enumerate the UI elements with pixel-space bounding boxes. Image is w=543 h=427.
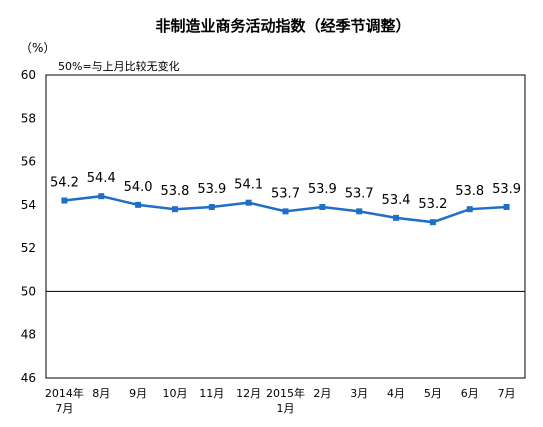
plot-area	[45, 74, 526, 379]
data-point	[429, 219, 436, 226]
data-label: 54.1	[234, 178, 263, 193]
x-tick-label: 12月	[236, 387, 261, 400]
data-point	[98, 193, 105, 200]
data-label: 53.4	[382, 193, 411, 208]
data-point	[61, 197, 68, 204]
y-tick-label: 48	[21, 328, 36, 342]
x-tick-label: 10月	[162, 387, 187, 400]
data-point	[393, 214, 400, 221]
x-tick-label: 7月	[498, 387, 516, 400]
data-point	[135, 201, 142, 208]
x-tick-label: 11月	[199, 387, 224, 400]
y-tick-label: 46	[21, 371, 36, 385]
data-point	[319, 204, 326, 211]
y-axis: 46 48 50 52 54 56 58 60	[21, 68, 36, 385]
y-tick-label: 52	[21, 241, 36, 255]
data-point	[282, 208, 289, 215]
data-label: 53.7	[271, 186, 300, 201]
y-tick-label: 50	[21, 284, 36, 298]
data-label: 53.9	[492, 182, 521, 197]
reference-note: 50%=与上月比较无变化	[58, 59, 180, 73]
x-tick-label: 4月	[387, 387, 405, 400]
data-point	[503, 204, 510, 211]
data-point	[208, 204, 215, 211]
x-tick-label: 2月	[313, 387, 331, 400]
x-tick-label: 9月	[129, 387, 147, 400]
x-tick-label: 7月	[55, 402, 73, 415]
data-label: 54.0	[124, 180, 153, 195]
data-label: 53.8	[455, 184, 484, 199]
data-label: 53.9	[197, 182, 226, 197]
x-tick-label: 6月	[461, 387, 479, 400]
y-tick-label: 58	[21, 111, 36, 125]
x-tick-label: 2014年	[45, 386, 84, 400]
data-label: 54.4	[87, 171, 116, 186]
data-label: 53.2	[418, 197, 447, 212]
y-tick-label: 56	[21, 155, 36, 169]
y-tick-label: 54	[21, 198, 36, 212]
data-label: 53.8	[160, 184, 189, 199]
x-axis: 2014年 7月 8月 9月 10月 11月 12月 2015年 1月 2月 3月 4月 5月 6月 7月	[45, 386, 516, 415]
y-unit-label: （%）	[20, 41, 55, 55]
data-points	[61, 193, 510, 226]
data-point	[171, 206, 178, 213]
data-label: 54.2	[50, 176, 79, 191]
data-labels: 54.2 54.4 54.0 53.8 53.9 54.1 53.7 53.9 53.7 53.4…	[50, 171, 521, 212]
x-tick-label: 3月	[350, 387, 368, 400]
x-tick-label: 5月	[424, 387, 442, 400]
x-tick-label: 8月	[92, 387, 110, 400]
x-tick-label: 2015年	[266, 386, 305, 400]
data-point	[245, 199, 252, 206]
chart-title: 非制造业商务活动指数（经季节调整）	[155, 17, 410, 35]
data-label: 53.7	[345, 186, 374, 201]
data-point	[466, 206, 473, 213]
data-label: 53.9	[308, 182, 337, 197]
x-tick-label: 1月	[277, 402, 295, 415]
data-point	[356, 208, 363, 215]
y-tick-label: 60	[21, 68, 36, 82]
